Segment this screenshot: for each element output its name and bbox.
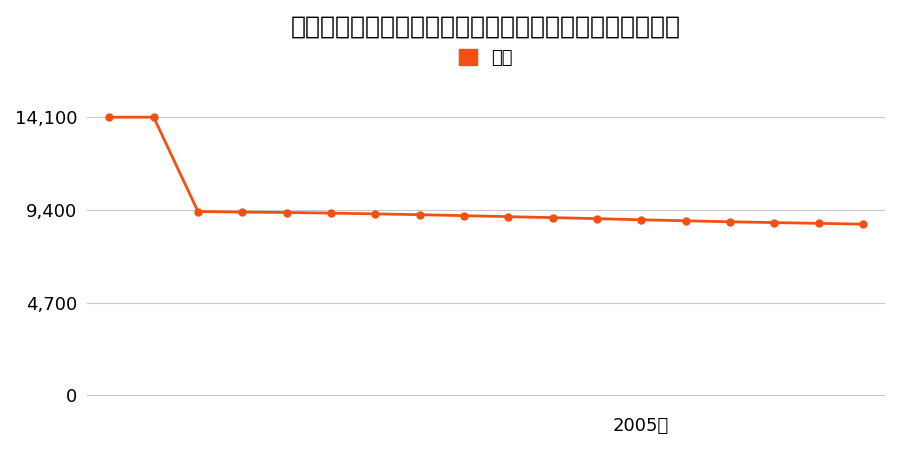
Title: 福島県双葉郡双葉町大字前田字坂下１５番５外の地価推移: 福島県双葉郡双葉町大字前田字坂下１５番５外の地価推移 — [291, 15, 681, 39]
Legend: 価格: 価格 — [452, 41, 520, 74]
